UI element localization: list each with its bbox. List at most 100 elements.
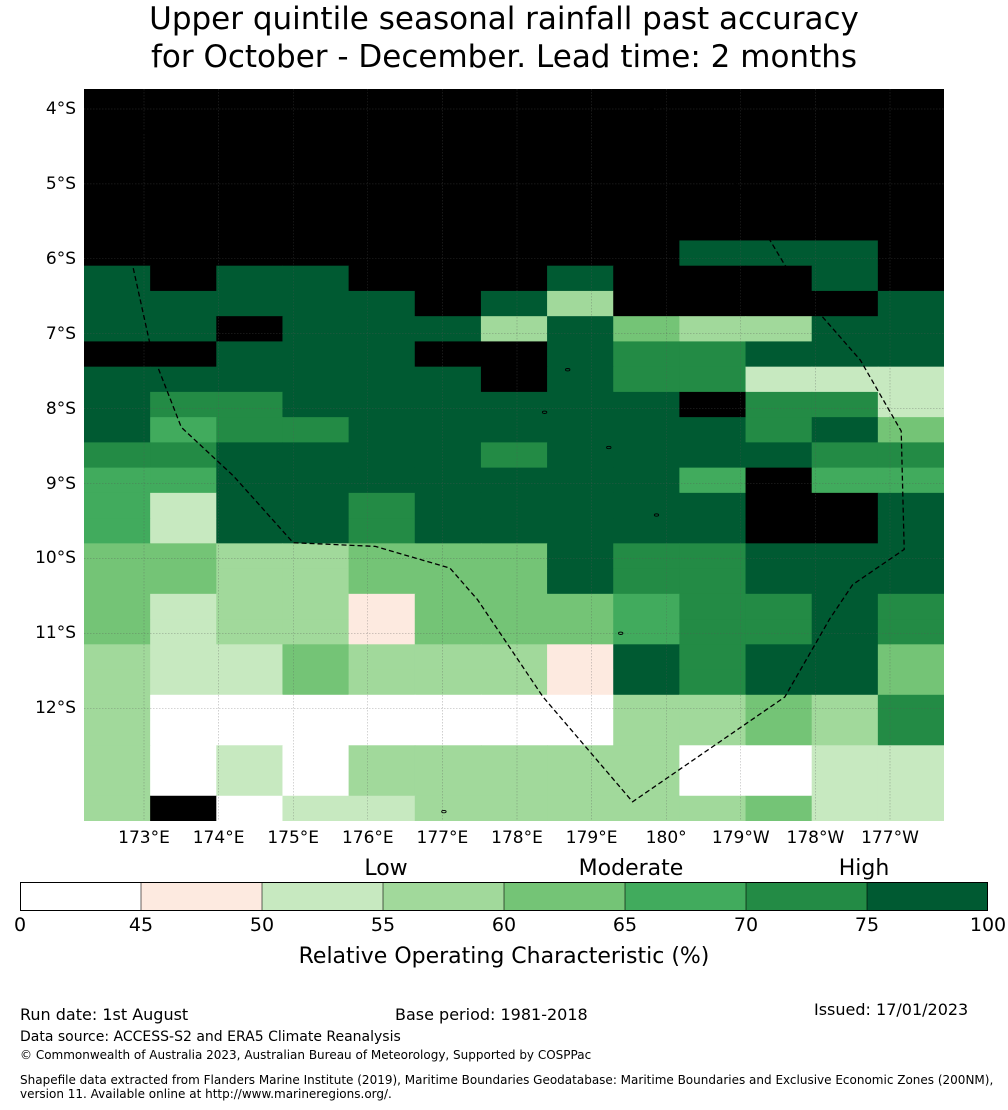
grid-cell <box>745 593 813 620</box>
grid-cell <box>282 391 350 418</box>
grid-cell <box>84 240 151 267</box>
grid-cell <box>348 341 416 368</box>
grid-cell <box>480 543 548 570</box>
grid-cell <box>414 417 482 443</box>
grid-cell <box>613 619 680 645</box>
grid-cell <box>150 644 217 671</box>
grid-cell <box>745 543 813 570</box>
grid-cell <box>282 316 350 343</box>
grid-cell <box>150 341 217 368</box>
shapefile-credit-line-2: version 11. Available online at http://w… <box>20 1087 392 1101</box>
grid-cell <box>811 189 879 216</box>
grid-cell <box>480 265 548 292</box>
grid-cell <box>679 543 747 570</box>
grid-cell <box>547 644 614 671</box>
colorbar-tick-label: 65 <box>612 914 638 936</box>
colorbar-tick-label: 45 <box>128 914 154 936</box>
grid-cell <box>348 290 416 317</box>
grid-cell <box>150 215 217 242</box>
grid-cell <box>480 139 548 166</box>
grid-cell <box>877 518 944 544</box>
grid-cell <box>811 215 879 242</box>
grid-cell <box>282 341 350 368</box>
grid-cell <box>679 341 747 368</box>
grid-cell <box>745 467 813 494</box>
chart-title: Upper quintile seasonal rainfall past ac… <box>0 0 1008 76</box>
grid-cell <box>480 189 548 216</box>
longitude-label: 174°E <box>192 828 245 848</box>
grid-cell <box>84 644 151 671</box>
grid-cell <box>745 795 813 821</box>
grid-cell <box>811 366 879 393</box>
grid-cell <box>877 391 944 418</box>
grid-cell <box>613 417 680 443</box>
grid-cell <box>150 669 217 696</box>
colorbar-segment <box>867 882 988 911</box>
grid-cell <box>811 644 879 671</box>
grid-cell <box>216 164 284 191</box>
grid-cell <box>414 164 482 191</box>
grid-cell <box>150 240 217 267</box>
grid-cell <box>480 644 548 671</box>
grid-cell <box>84 568 151 595</box>
copyright: © Commonwealth of Australia 2023, Austra… <box>20 1048 592 1062</box>
grid-cell <box>414 89 482 115</box>
colorbar-segment <box>504 882 626 911</box>
grid-cell <box>745 644 813 671</box>
grid-cell <box>282 568 350 595</box>
island <box>565 368 571 372</box>
grid-cell <box>282 265 350 292</box>
grid-cell <box>414 720 482 746</box>
grid-cell <box>150 795 217 821</box>
grid-cell <box>348 593 416 620</box>
grid-cell <box>348 316 416 343</box>
grid-cell <box>811 669 879 696</box>
grid-cell <box>150 189 217 216</box>
grid-cell <box>745 139 813 166</box>
latitude-label: 8°S <box>45 398 76 419</box>
grid-cell <box>216 694 284 721</box>
latitude-label: 12°S <box>35 698 76 719</box>
grid-cell <box>414 795 482 821</box>
shapefile-credit-line-1: Shapefile data extracted from Flanders M… <box>20 1073 994 1087</box>
grid-cell <box>282 442 350 469</box>
grid-cell <box>216 240 284 267</box>
grid-cell <box>216 795 284 821</box>
grid-cell <box>216 391 284 418</box>
grid-cell <box>414 391 482 418</box>
issued-date: Issued: 17/01/2023 <box>814 1000 969 1019</box>
longitude-label: 173°E <box>118 828 170 848</box>
grid-cell <box>282 543 350 570</box>
grid-cell <box>679 669 747 696</box>
island <box>465 266 471 270</box>
grid-cell <box>480 290 548 317</box>
grid-cell <box>348 619 416 645</box>
grid-cell <box>679 492 747 519</box>
grid-cell <box>745 492 813 519</box>
grid-cell <box>613 189 680 216</box>
grid-cell <box>414 316 482 343</box>
grid-cell <box>282 240 350 267</box>
grid-cell <box>282 417 350 443</box>
grid-cell <box>679 467 747 494</box>
island <box>606 445 612 450</box>
grid-cell <box>679 366 747 393</box>
grid-cell <box>480 669 548 696</box>
colorbar-tick-label: 100 <box>969 914 1007 936</box>
grid-cell <box>745 568 813 595</box>
grid-cell <box>679 290 747 317</box>
grid-cell <box>414 745 482 772</box>
grid-cell <box>877 114 944 141</box>
grid-cell <box>613 669 680 696</box>
graticule <box>84 89 944 821</box>
grid-cell <box>84 341 151 368</box>
grid-cell <box>547 189 614 216</box>
grid-cell <box>414 240 482 267</box>
grid-cell <box>877 644 944 671</box>
grid-cell <box>547 417 614 443</box>
grid-cell <box>480 391 548 418</box>
grid-cell <box>745 215 813 242</box>
grid-cell <box>811 720 879 746</box>
grid-cell <box>480 568 548 595</box>
grid-cell <box>348 568 416 595</box>
